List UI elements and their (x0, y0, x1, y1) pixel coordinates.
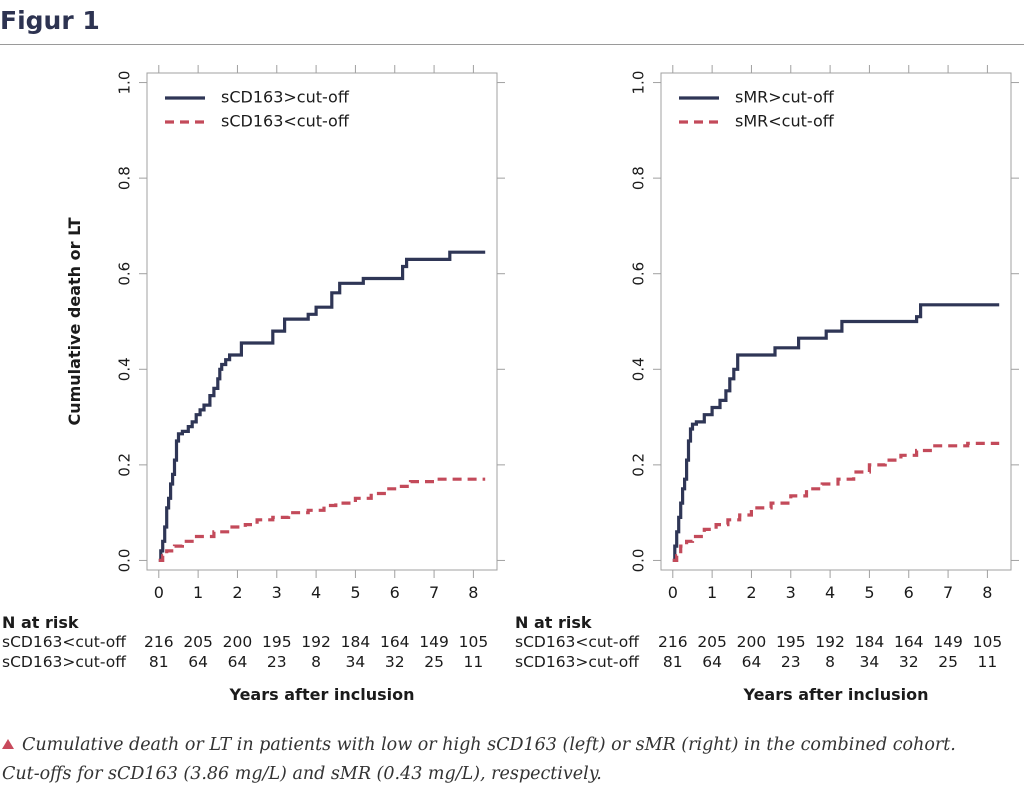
legend-label-1: sCD163>cut-off (221, 88, 350, 107)
x-tick-label: 1 (707, 583, 717, 602)
risk-value: 25 (938, 653, 958, 671)
risk-value: 23 (267, 653, 287, 671)
risk-value: 81 (149, 653, 169, 671)
x-tick-label: 2 (746, 583, 756, 602)
risk-value: 32 (899, 653, 919, 671)
x-tick-label: 4 (311, 583, 321, 602)
legend-label-2: sMR<cut-off (735, 112, 835, 131)
y-tick-label: 0.8 (630, 166, 648, 190)
risk-table-heading: N at risk (2, 613, 79, 632)
risk-row-label: sCD163>cut-off (2, 653, 126, 671)
triangle-marker-icon (2, 739, 14, 749)
y-tick-label: 1.0 (630, 71, 648, 95)
y-tick-label: 0.6 (630, 262, 648, 286)
series-line-1 (672, 303, 1000, 562)
series-line-2 (158, 477, 486, 562)
x-tick-label: 2 (232, 583, 242, 602)
caption-line-2: Cut-offs for sCD163 (3.86 mg/L) and sMR … (2, 764, 602, 784)
risk-value: 64 (188, 653, 208, 671)
risk-value: 149 (933, 633, 963, 651)
risk-row-label: sCD163<cut-off (2, 633, 126, 651)
risk-value: 205 (697, 633, 727, 651)
x-tick-label: 3 (786, 583, 796, 602)
risk-value: 23 (781, 653, 801, 671)
x-tick-label: 7 (429, 583, 439, 602)
x-tick-label: 8 (982, 583, 992, 602)
risk-value: 200 (737, 633, 767, 651)
risk-value: 192 (815, 633, 845, 651)
risk-value: 34 (860, 653, 880, 671)
risk-value: 64 (228, 653, 248, 671)
risk-value: 105 (459, 633, 489, 651)
risk-value: 216 (144, 633, 174, 651)
caption-text-1: Cumulative death or LT in patients with … (22, 735, 956, 755)
x-tick-label: 6 (390, 583, 400, 602)
y-tick-label: 1.0 (116, 71, 134, 95)
x-tick-label: 7 (943, 583, 953, 602)
risk-value: 64 (702, 653, 722, 671)
series-line-1 (158, 250, 486, 562)
y-tick-label: 0.2 (116, 453, 134, 477)
risk-value: 195 (776, 633, 806, 651)
risk-value: 11 (464, 653, 484, 671)
risk-value: 184 (855, 633, 885, 651)
risk-row-label: sCD163<cut-off (515, 633, 639, 651)
y-tick-label: 0.0 (116, 549, 134, 573)
y-tick-label: 0.6 (116, 262, 134, 286)
x-tick-label: 5 (864, 583, 874, 602)
y-tick-label: 0.2 (630, 453, 648, 477)
x-tick-label: 0 (668, 583, 678, 602)
risk-value: 216 (658, 633, 688, 651)
risk-value: 81 (663, 653, 683, 671)
risk-value: 25 (424, 653, 444, 671)
x-tick-label: 6 (904, 583, 914, 602)
y-tick-label: 0.4 (630, 357, 648, 381)
risk-value: 105 (973, 633, 1003, 651)
risk-value: 192 (301, 633, 331, 651)
risk-value: 11 (978, 653, 998, 671)
figure-caption: Cumulative death or LT in patients with … (2, 731, 1017, 789)
y-axis-label: Cumulative death or LT (65, 217, 84, 425)
x-tick-label: 4 (825, 583, 835, 602)
risk-value: 164 (380, 633, 410, 651)
risk-table-heading: N at risk (515, 613, 592, 632)
risk-value: 8 (311, 653, 321, 671)
y-tick-label: 0.4 (116, 357, 134, 381)
x-tick-label: 1 (193, 583, 203, 602)
risk-value: 34 (346, 653, 366, 671)
risk-value: 32 (385, 653, 405, 671)
plot-frame (660, 72, 1012, 571)
x-axis-label: Years after inclusion (742, 685, 928, 704)
figure-title: Figur 1 (0, 6, 100, 35)
risk-value: 8 (825, 653, 835, 671)
x-tick-label: 5 (350, 583, 360, 602)
risk-value: 205 (183, 633, 213, 651)
risk-value: 149 (419, 633, 449, 651)
title-divider (0, 44, 1024, 45)
plot-frame (146, 72, 498, 571)
series-line-2 (672, 441, 1000, 562)
risk-row-label: sCD163>cut-off (515, 653, 639, 671)
y-tick-label: 0.8 (116, 166, 134, 190)
risk-value: 164 (894, 633, 924, 651)
risk-value: 200 (223, 633, 253, 651)
risk-value: 195 (262, 633, 292, 651)
risk-value: 184 (341, 633, 371, 651)
x-tick-label: 8 (468, 583, 478, 602)
x-tick-label: 3 (272, 583, 282, 602)
legend-label-1: sMR>cut-off (735, 88, 835, 107)
x-axis-label: Years after inclusion (228, 685, 414, 704)
risk-value: 64 (742, 653, 762, 671)
y-tick-label: 0.0 (630, 549, 648, 573)
x-tick-label: 0 (154, 583, 164, 602)
legend-label-2: sCD163<cut-off (221, 112, 350, 131)
caption-line-1: Cumulative death or LT in patients with … (2, 731, 1017, 760)
